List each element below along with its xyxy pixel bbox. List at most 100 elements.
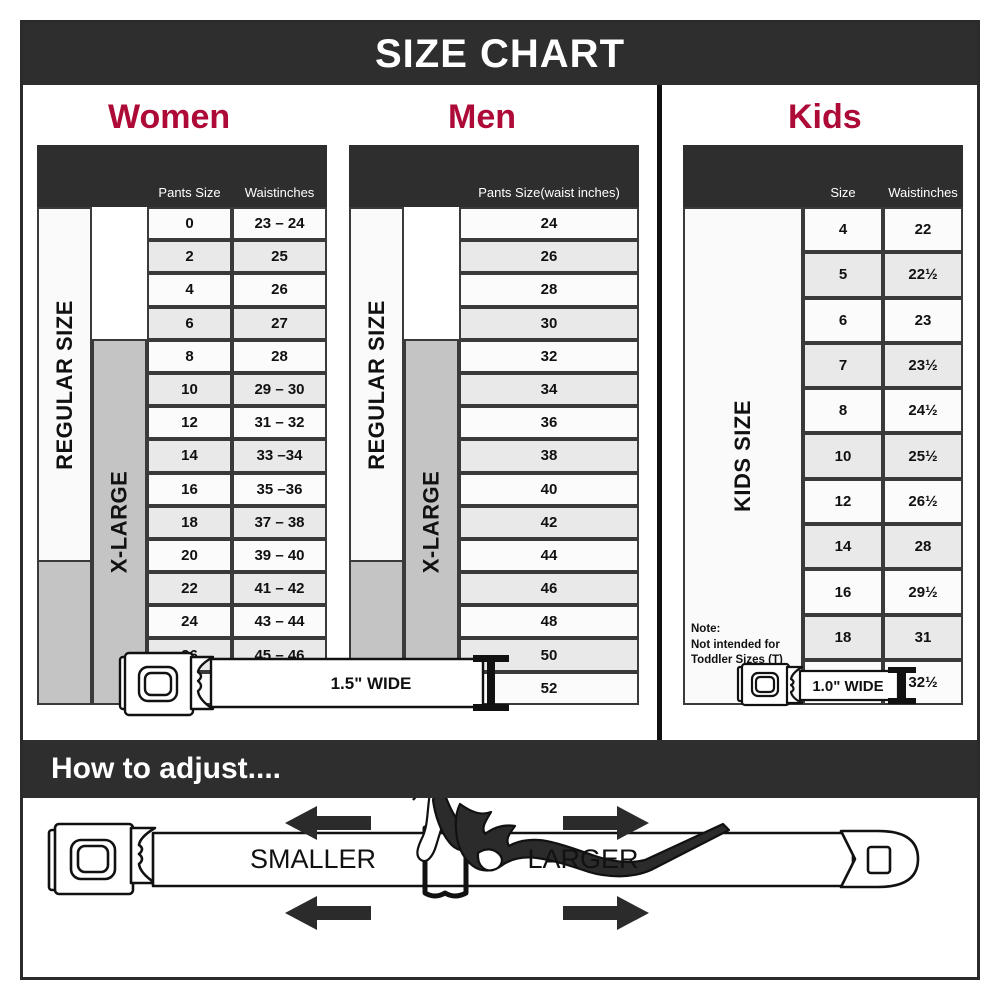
larger-label: LARGER <box>527 844 638 874</box>
kids-note: Note: Not intended for Toddler Sizes (T) <box>691 623 783 667</box>
men-size-table: Pants Size (waist inches) REGULAR SIZE X-… <box>349 145 639 705</box>
tables-zone: Women Men Kids Pants Size Waist inches REG… <box>23 85 977 740</box>
table-row: 24 43 – 44 <box>147 605 327 639</box>
table-row: 5 22½ <box>803 252 963 298</box>
table-row: 8 24½ <box>803 388 963 434</box>
column-header-line: Waist <box>888 185 921 201</box>
how-to-adjust-bar: How to adjust.... <box>23 740 977 798</box>
table-cell: 14 <box>147 439 232 473</box>
column-header: Pants Size <box>147 145 232 207</box>
table-cell: 30 <box>459 306 639 340</box>
table-cell: 4 <box>803 207 883 253</box>
table-cell: 6 <box>147 306 232 340</box>
table-cell: 22 <box>883 207 963 253</box>
table-row: 12 31 – 32 <box>147 406 327 440</box>
table-row: 10 25½ <box>803 433 963 479</box>
smaller-label: SMALLER <box>250 844 376 874</box>
kids-table-body: KIDS SIZE Note: Not intended for Toddler… <box>683 207 963 706</box>
table-cell: 12 <box>803 478 883 525</box>
table-cell: 23½ <box>883 342 963 389</box>
kids-rows: 4 22 5 22½ 6 23 7 23½ 8 24½ 10 25½ 12 26½ 14 28 16 29½ 18 3… <box>803 207 963 706</box>
women-size-table: Pants Size Waist inches REGULAR SIZE X-LAR… <box>37 145 327 705</box>
table-cell: 37 – 38 <box>232 505 327 539</box>
width-measure-marker <box>473 655 509 711</box>
kids-belt-svg: 1.0" WIDE <box>736 662 916 707</box>
men-rows: 24 26 28 30 32 34 36 38 40 42 44 46 48 50 52 <box>459 207 639 705</box>
belt-slider <box>422 825 469 899</box>
table-row: 30 <box>459 306 639 340</box>
column-header-line: Pants Size <box>478 185 541 201</box>
column-header-line: Waist <box>244 185 277 201</box>
column-header-line: Pants Size <box>158 185 221 201</box>
column-header: Size <box>803 145 883 207</box>
table-cell: 2 <box>147 240 232 274</box>
table-cell: 12 <box>147 406 232 440</box>
table-row: 10 29 – 30 <box>147 372 327 407</box>
table-row: 26 <box>459 240 639 274</box>
hand-knuckle-highlight <box>476 848 503 872</box>
men-table-body: REGULAR SIZE X-LARGE 24 26 28 30 32 34 36 38 40 4… <box>349 207 639 705</box>
table-cell: 25 <box>232 240 327 274</box>
table-cell: 18 <box>147 505 232 539</box>
table-row: 0 23 – 24 <box>147 207 327 241</box>
column-header: Waist inches <box>232 145 327 207</box>
table-cell: 28 <box>459 273 639 307</box>
column-header-line: inches <box>276 185 315 201</box>
table-row: 2 25 <box>147 240 327 274</box>
table-cell: 41 – 42 <box>232 572 327 606</box>
adjust-belt-buckle-joint <box>129 826 157 885</box>
adjust-buckle-inner-hole <box>76 844 110 874</box>
table-row: 16 29½ <box>803 569 963 615</box>
table-cell: 6 <box>803 297 883 343</box>
table-cell: 8 <box>147 339 232 373</box>
table-cell: 38 <box>459 439 639 473</box>
table-row: 48 <box>459 605 639 639</box>
table-row: 6 27 <box>147 306 327 340</box>
table-row: 14 33 –34 <box>147 439 327 473</box>
table-cell: 24½ <box>883 388 963 434</box>
table-cell: 23 <box>883 297 963 343</box>
table-cell: 10 <box>147 372 232 407</box>
arrow-left-top <box>285 806 371 840</box>
table-cell: 35 –36 <box>232 472 327 506</box>
kids-size-label: KIDS SIZE <box>683 207 803 705</box>
table-cell: 18 <box>803 614 883 660</box>
buckle-inner-hole <box>143 671 173 697</box>
table-cell: 44 <box>459 538 639 573</box>
table-row: 20 39 – 40 <box>147 538 327 573</box>
table-row: 42 <box>459 505 639 539</box>
table-row: 18 31 <box>803 614 963 660</box>
table-cell: 29½ <box>883 569 963 615</box>
table-cell: 14 <box>803 524 883 570</box>
belt-strap <box>209 657 485 709</box>
kids-section-divider <box>657 85 662 740</box>
table-cell: 22½ <box>883 252 963 298</box>
page-title: SIZE CHART <box>375 32 625 76</box>
table-row: 4 22 <box>803 207 963 253</box>
hand-fingers-and-arm <box>454 802 731 878</box>
table-cell: 8 <box>803 388 883 434</box>
table-cell: 25½ <box>883 433 963 479</box>
table-cell: 16 <box>147 472 232 506</box>
arrow-left-bottom <box>285 896 371 930</box>
table-cell: 22 <box>147 572 232 606</box>
women-table-header: Pants Size Waist inches <box>37 145 327 207</box>
table-row: 40 <box>459 472 639 506</box>
kids-belt-width-diagram: 1.0" WIDE <box>728 655 958 715</box>
table-cell: 46 <box>459 572 639 606</box>
table-row: 28 <box>459 273 639 307</box>
belt-buckle-joint <box>189 655 215 711</box>
table-cell: 24 <box>147 605 232 639</box>
table-cell: 10 <box>803 433 883 479</box>
header-spacer <box>349 145 459 207</box>
table-cell: 32 <box>459 339 639 373</box>
table-row: 38 <box>459 439 639 473</box>
table-row: 6 23 <box>803 297 963 343</box>
kids-belt-buckle-joint <box>785 665 804 705</box>
table-cell: 28 <box>232 339 327 373</box>
table-cell: 27 <box>232 306 327 340</box>
table-cell: 42 <box>459 505 639 539</box>
table-cell: 26 <box>232 273 327 307</box>
how-to-adjust-heading: How to adjust.... <box>51 752 281 785</box>
